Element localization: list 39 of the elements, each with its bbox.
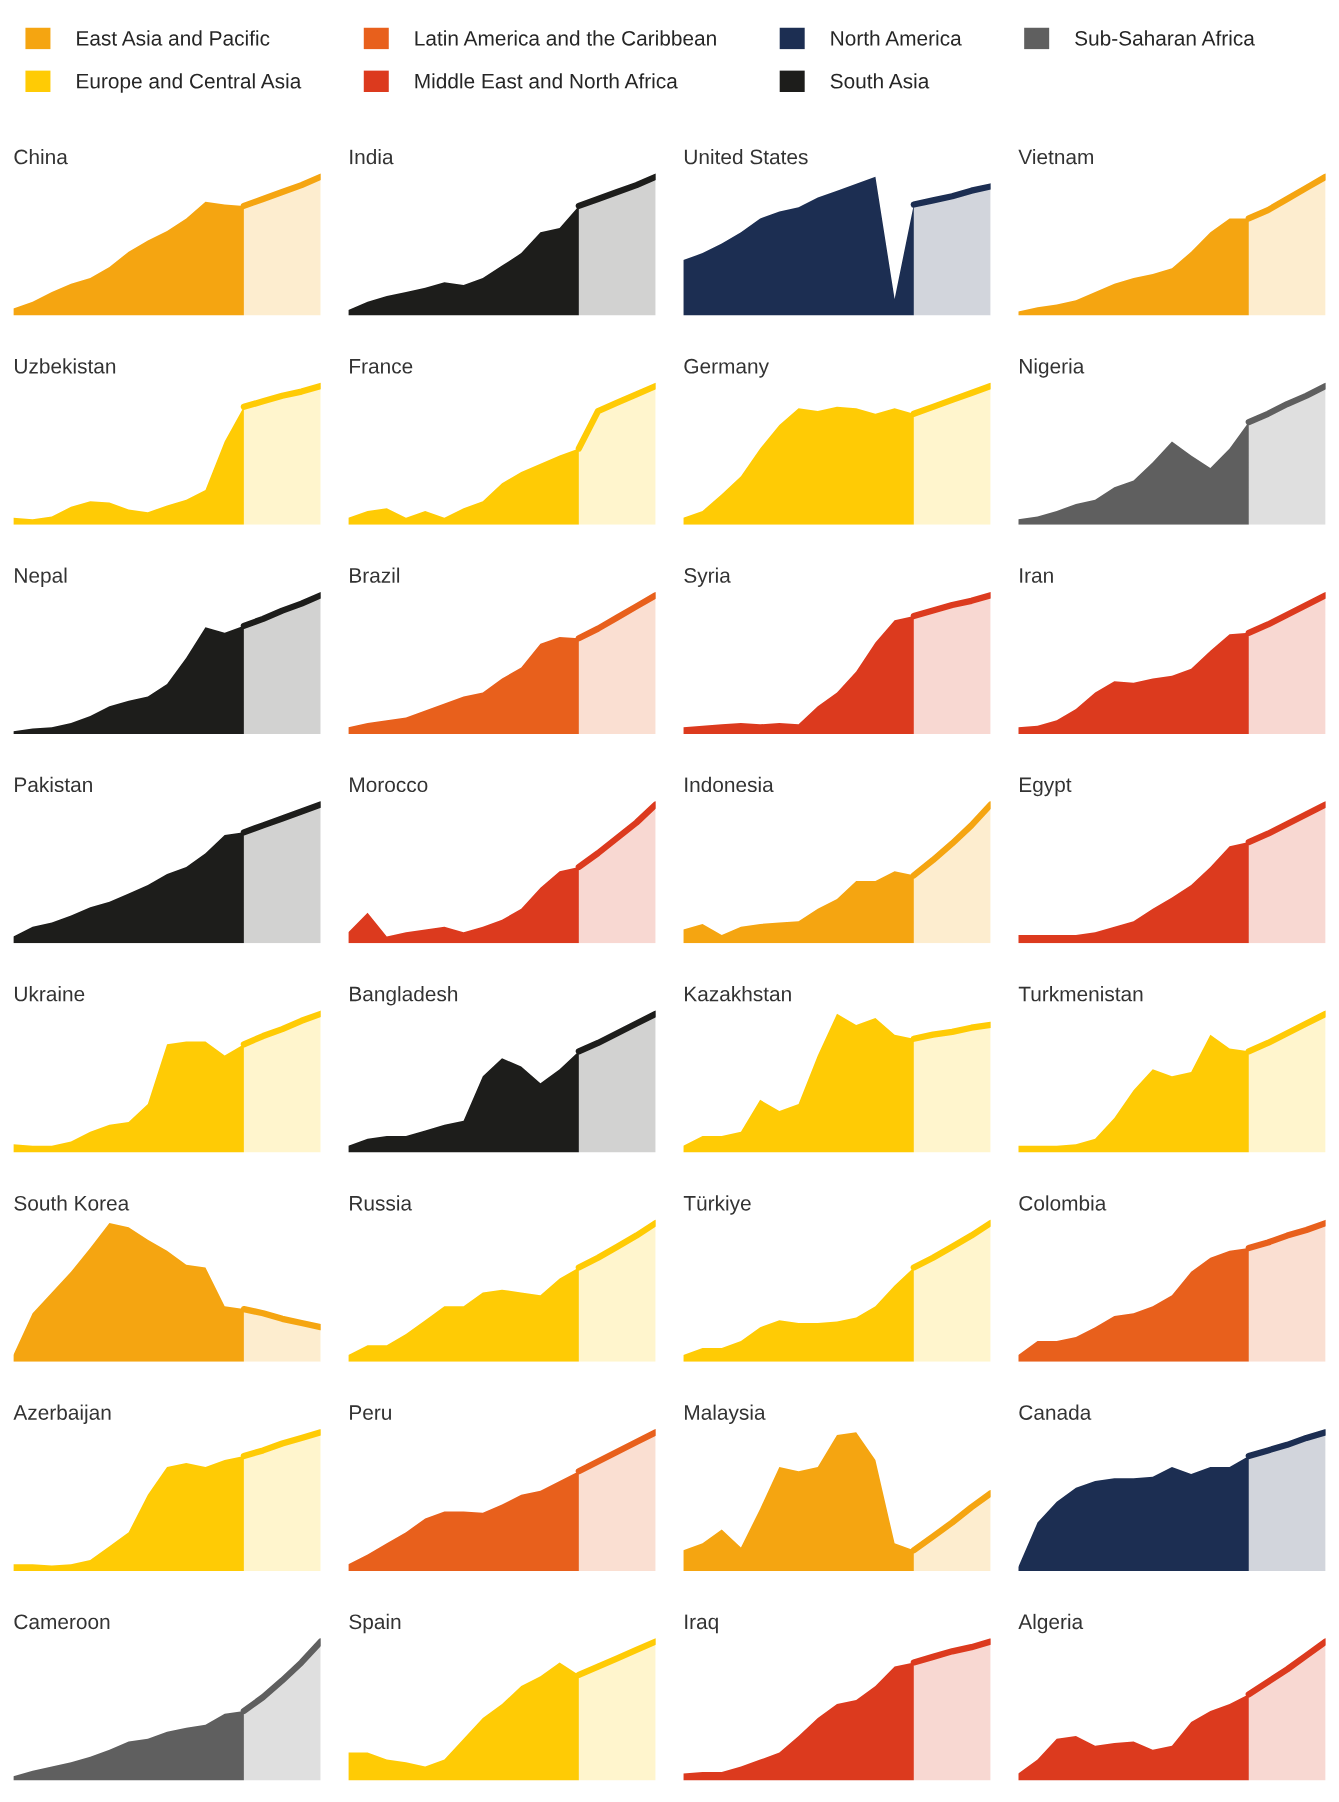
chart-title: Malaysia	[685, 1404, 766, 1425]
legend-label: Europe and Central Asia	[77, 73, 302, 93]
chart-title: Bangladesh	[350, 986, 458, 1006]
chart-title: Azerbaijan	[13, 1404, 111, 1425]
chart-title: Uzbekistan	[15, 358, 116, 374]
chart-title: Pakistan	[15, 776, 92, 793]
chart-title: Spain	[349, 1613, 401, 1634]
chart-title: Morocco	[350, 777, 428, 793]
chart-title: Colombia	[1019, 1195, 1107, 1211]
chart-title: Iran	[1020, 568, 1053, 583]
chart-title: Kazakhstan	[685, 986, 791, 1002]
legend-label: North America	[831, 30, 962, 46]
legend-label: Sub-Saharan Africa	[1075, 30, 1255, 46]
chart-title: Russia	[350, 1195, 413, 1211]
chart-title: Turkmenistan	[1018, 986, 1143, 1002]
chart-title: Egypt	[1020, 777, 1072, 797]
chart-title: Nepal	[15, 567, 67, 587]
legend-label: East Asia and Pacific	[77, 30, 270, 46]
chart-title: Vietnam	[1018, 149, 1093, 165]
chart-title: Brazil	[350, 567, 400, 583]
chart-title: United States	[684, 149, 808, 165]
legend-label: Latin America and the Caribbean	[415, 30, 716, 46]
chart-title: Germany	[684, 358, 769, 378]
chart-title: China	[14, 149, 68, 165]
chart-title: Algeria	[1018, 1613, 1084, 1634]
chart-title: Cameroon	[14, 1614, 110, 1630]
chart-title: France	[350, 359, 413, 374]
chart-title: South Korea	[14, 1195, 130, 1211]
chart-title: Syria	[684, 567, 731, 587]
legend-label: South Asia	[830, 73, 930, 89]
chart-title: Canada	[1019, 1404, 1092, 1420]
chart-title: Ukraine	[15, 986, 85, 1002]
chart-title: Peru	[350, 1405, 391, 1420]
chart-title: Nigeria	[1020, 358, 1085, 378]
chart-title: India	[350, 149, 394, 165]
chart-title: Iraq	[685, 1614, 718, 1634]
chart-title: Indonesia	[685, 776, 774, 793]
chart-title: Türkiye	[683, 1195, 751, 1215]
legend-label: Middle East and North Africa	[415, 73, 678, 89]
